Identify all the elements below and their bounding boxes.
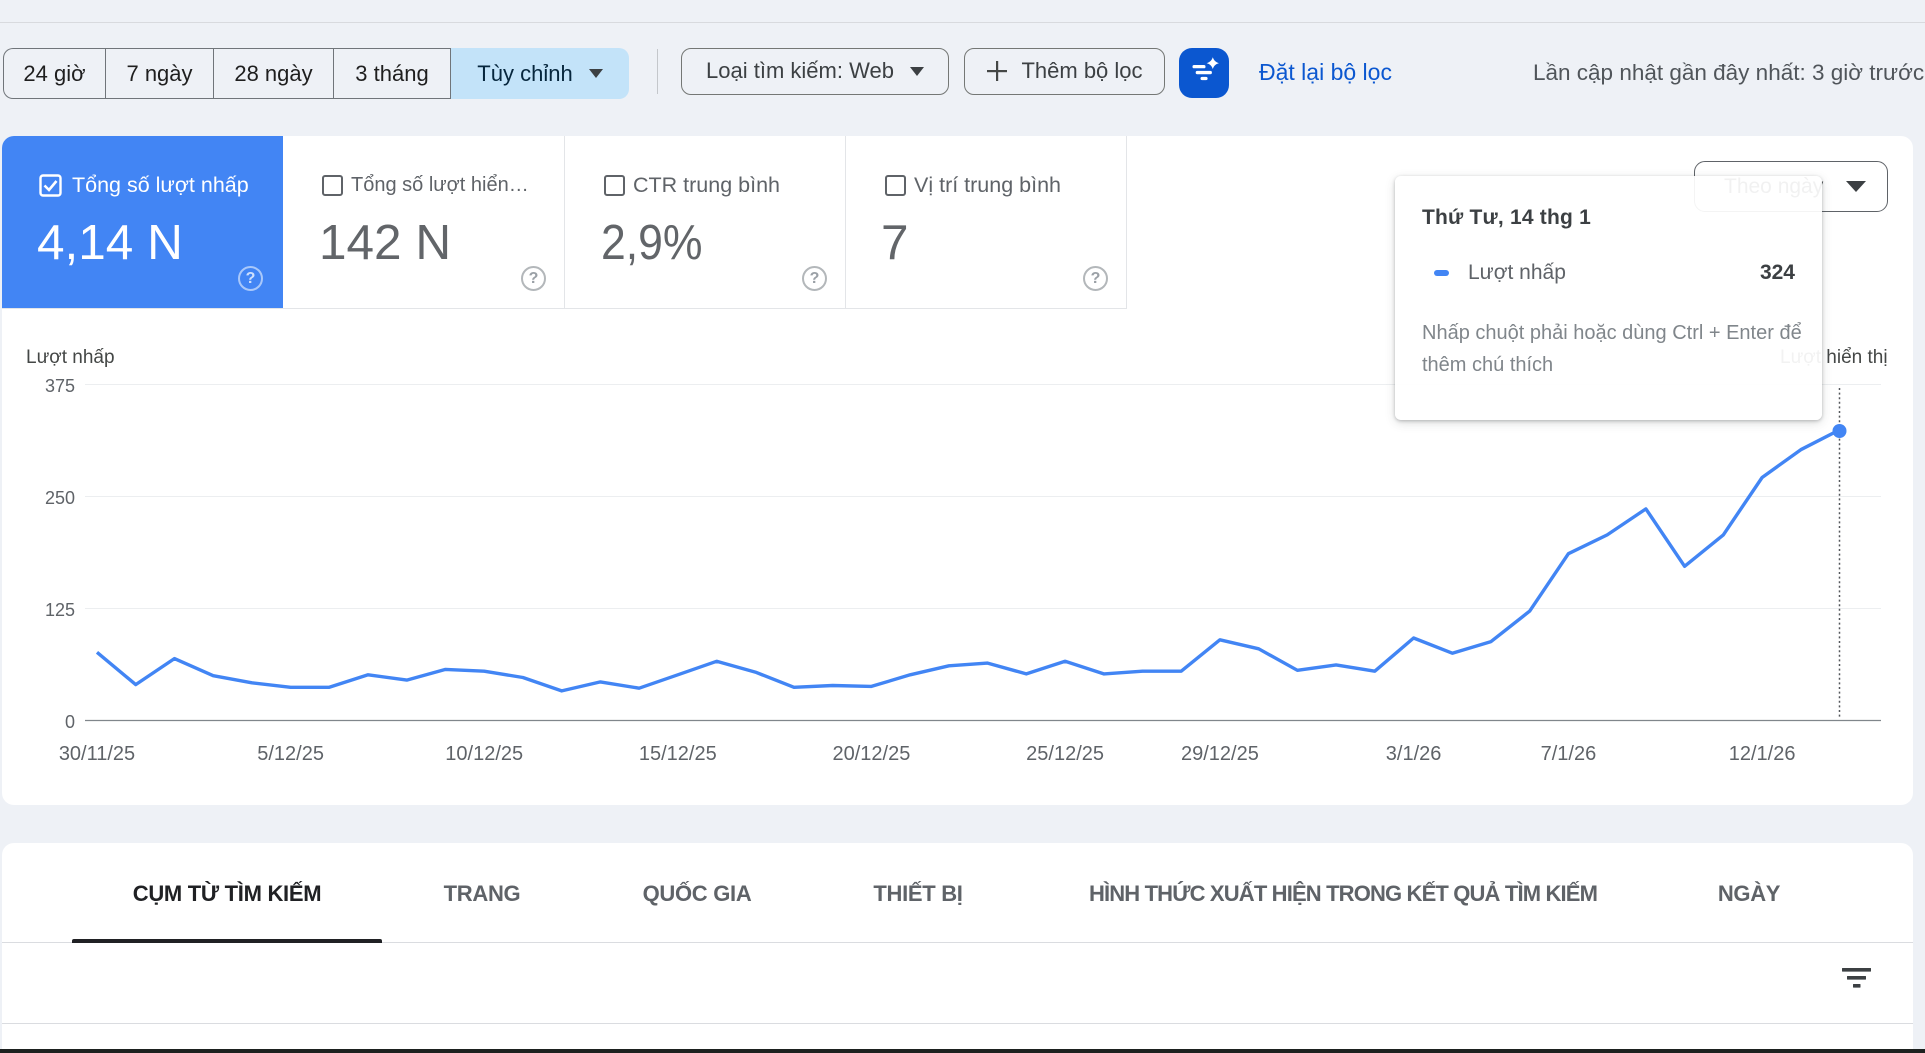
svg-text:10/12/25: 10/12/25 [445, 743, 523, 765]
svg-text:5/12/25: 5/12/25 [257, 743, 324, 765]
svg-text:25/12/25: 25/12/25 [1026, 743, 1104, 765]
svg-text:15/12/25: 15/12/25 [639, 743, 717, 765]
svg-text:20/12/25: 20/12/25 [832, 743, 910, 765]
svg-text:12/1/26: 12/1/26 [1729, 743, 1796, 765]
svg-text:30/11/25: 30/11/25 [59, 743, 135, 765]
svg-text:0: 0 [65, 712, 75, 732]
svg-text:29/12/25: 29/12/25 [1181, 743, 1259, 765]
svg-text:250: 250 [45, 488, 75, 508]
svg-text:7/1/26: 7/1/26 [1541, 743, 1597, 765]
svg-text:125: 125 [45, 600, 75, 620]
svg-text:3/1/26: 3/1/26 [1386, 743, 1442, 765]
svg-text:375: 375 [45, 376, 75, 396]
